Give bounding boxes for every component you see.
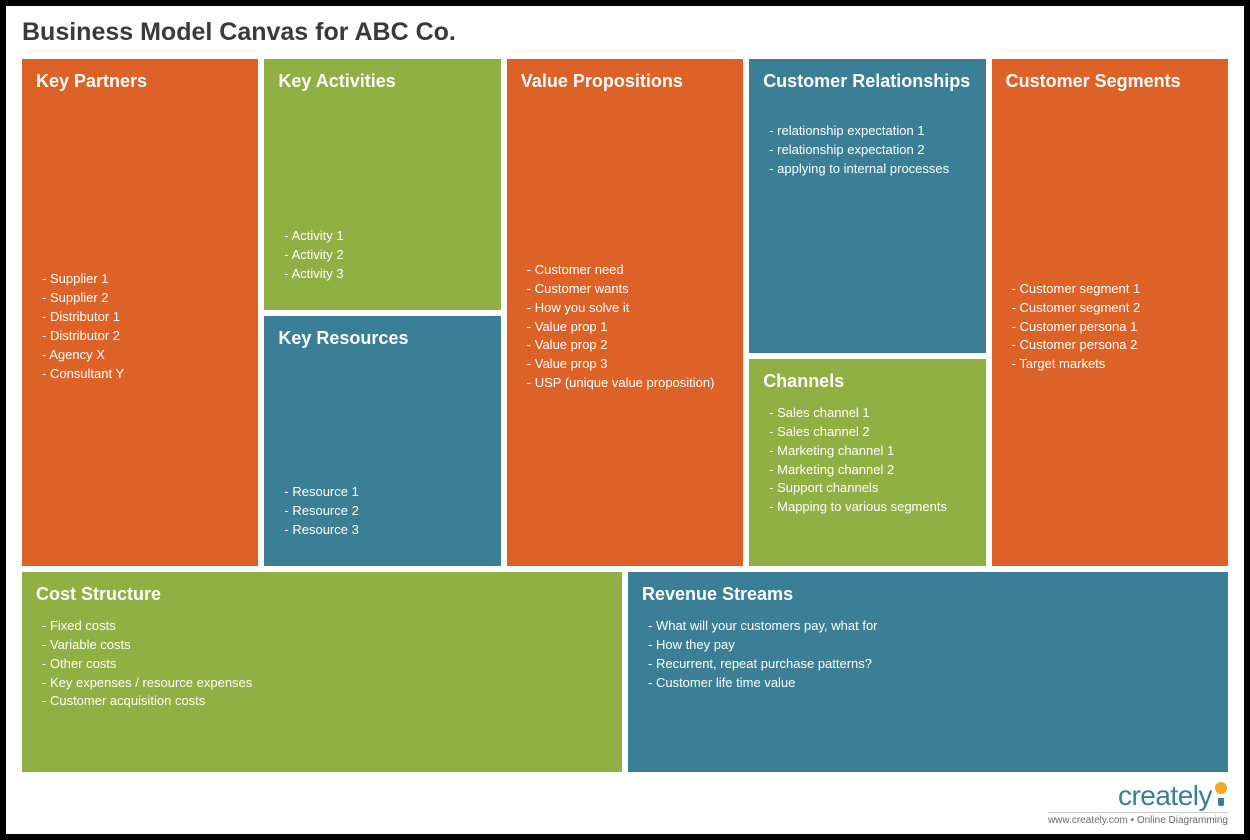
block-revenue-streams: Revenue Streams What will your customers…	[628, 572, 1228, 772]
block-key-partners: Key Partners Supplier 1Supplier 2Distrib…	[22, 59, 258, 566]
list-item: Recurrent, repeat purchase patterns?	[648, 655, 1214, 674]
list-item: Customer persona 2	[1012, 336, 1214, 355]
list-item: Key expenses / resource expenses	[42, 674, 608, 693]
block-value-propositions: Value Propositions Customer needCustomer…	[507, 59, 743, 566]
list-item: Fixed costs	[42, 617, 608, 636]
block-items: Sales channel 1Sales channel 2Marketing …	[763, 404, 971, 517]
list-item: Support channels	[769, 479, 971, 498]
block-title: Channels	[763, 371, 971, 392]
list-item: Customer wants	[527, 280, 729, 299]
list-item: USP (unique value proposition)	[527, 374, 729, 393]
list-item: Customer need	[527, 261, 729, 280]
list-item: Value prop 2	[527, 336, 729, 355]
page-title: Business Model Canvas for ABC Co.	[22, 18, 1228, 47]
list-item: Customer life time value	[648, 674, 1214, 693]
block-title: Revenue Streams	[642, 584, 1214, 605]
block-title: Key Partners	[36, 71, 244, 92]
block-items: Customer segment 1Customer segment 2Cust…	[1006, 280, 1214, 374]
block-key-resources: Key Resources Resource 1Resource 2Resour…	[264, 316, 500, 567]
list-item: How you solve it	[527, 299, 729, 318]
list-item: applying to internal processes	[769, 160, 971, 179]
list-item: Consultant Y	[42, 365, 244, 384]
block-items: Fixed costsVariable costsOther costsKey …	[36, 617, 608, 711]
list-item: Distributor 1	[42, 308, 244, 327]
block-title: Cost Structure	[36, 584, 608, 605]
list-item: Mapping to various segments	[769, 498, 971, 517]
lightbulb-icon	[1214, 782, 1228, 806]
list-item: Sales channel 1	[769, 404, 971, 423]
block-items: Supplier 1Supplier 2Distributor 1Distrib…	[36, 270, 244, 383]
list-item: Agency X	[42, 346, 244, 365]
list-item: What will your customers pay, what for	[648, 617, 1214, 636]
block-cost-structure: Cost Structure Fixed costsVariable costs…	[22, 572, 622, 772]
bottom-grid: Cost Structure Fixed costsVariable costs…	[22, 572, 1228, 772]
list-item: Distributor 2	[42, 327, 244, 346]
list-item: Value prop 1	[527, 318, 729, 337]
block-customer-relationships: Customer Relationships relationship expe…	[749, 59, 985, 353]
list-item: Customer persona 1	[1012, 318, 1214, 337]
block-items: Resource 1Resource 2Resource 3	[278, 483, 486, 540]
list-item: Activity 1	[284, 227, 486, 246]
block-items: What will your customers pay, what forHo…	[642, 617, 1214, 692]
list-item: Variable costs	[42, 636, 608, 655]
block-items: relationship expectation 1relationship e…	[763, 122, 971, 179]
list-item: How they pay	[648, 636, 1214, 655]
col4-wrapper: Customer Relationships relationship expe…	[749, 59, 985, 566]
list-item: Target markets	[1012, 355, 1214, 374]
block-title: Customer Relationships	[763, 71, 971, 92]
list-item: Resource 3	[284, 521, 486, 540]
canvas-outer: Business Model Canvas for ABC Co. Key Pa…	[6, 6, 1244, 834]
list-item: Marketing channel 1	[769, 442, 971, 461]
list-item: Activity 3	[284, 265, 486, 284]
logo-text: creately	[1118, 782, 1212, 810]
block-title: Key Resources	[278, 328, 486, 349]
block-channels: Channels Sales channel 1Sales channel 2M…	[749, 359, 985, 566]
block-key-activities: Key Activities Activity 1Activity 2Activ…	[264, 59, 500, 310]
block-customer-segments: Customer Segments Customer segment 1Cust…	[992, 59, 1228, 566]
list-item: relationship expectation 2	[769, 141, 971, 160]
list-item: Resource 1	[284, 483, 486, 502]
footer-caption: www.creately.com • Online Diagramming	[1048, 812, 1228, 826]
block-title: Key Activities	[278, 71, 486, 92]
footer: creately www.creately.com • Online Diagr…	[22, 778, 1228, 826]
list-item: Value prop 3	[527, 355, 729, 374]
top-grid: Key Partners Supplier 1Supplier 2Distrib…	[22, 59, 1228, 566]
block-items: Activity 1Activity 2Activity 3	[278, 227, 486, 284]
creately-logo: creately	[1118, 782, 1228, 810]
list-item: Supplier 1	[42, 270, 244, 289]
list-item: relationship expectation 1	[769, 122, 971, 141]
list-item: Supplier 2	[42, 289, 244, 308]
list-item: Customer segment 2	[1012, 299, 1214, 318]
list-item: Sales channel 2	[769, 423, 971, 442]
logo-wrap: creately www.creately.com • Online Diagr…	[1048, 782, 1228, 826]
list-item: Other costs	[42, 655, 608, 674]
block-title: Value Propositions	[521, 71, 729, 92]
block-items: Customer needCustomer wantsHow you solve…	[521, 261, 729, 393]
list-item: Resource 2	[284, 502, 486, 521]
list-item: Marketing channel 2	[769, 461, 971, 480]
list-item: Customer acquisition costs	[42, 692, 608, 711]
list-item: Activity 2	[284, 246, 486, 265]
block-title: Customer Segments	[1006, 71, 1214, 92]
list-item: Customer segment 1	[1012, 280, 1214, 299]
